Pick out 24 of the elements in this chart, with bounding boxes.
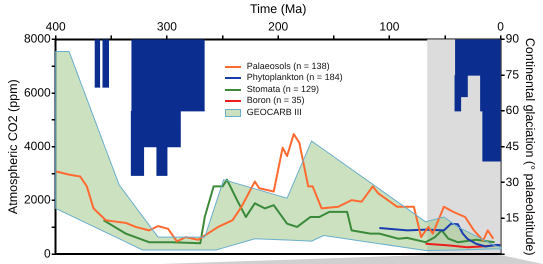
y2-tick-label: 90 bbox=[506, 32, 520, 46]
x-tick-label: 300 bbox=[156, 20, 178, 34]
y2-tick-label: 60 bbox=[506, 103, 520, 118]
y2-tick-label: 15 bbox=[506, 210, 520, 225]
y-tick-label: 2000 bbox=[24, 192, 52, 207]
legend-label: Palaeosols (n = 138) bbox=[246, 60, 330, 72]
x-axis-title: Time (Ma) bbox=[250, 2, 306, 16]
y2-tick-label: 45 bbox=[506, 139, 520, 154]
legend-label: GEOCARB III bbox=[246, 106, 302, 118]
x-tick-label: 400 bbox=[46, 20, 66, 34]
legend-label: Stomata (n = 129) bbox=[246, 84, 320, 96]
y-tick-label: 0 bbox=[44, 246, 52, 260]
y2-tick-label: 75 bbox=[506, 67, 520, 82]
legend-label: Boron (n = 35) bbox=[246, 95, 305, 107]
legend-label: Phytoplankton (n = 184) bbox=[246, 72, 343, 84]
y-tick-label: 8000 bbox=[24, 32, 52, 46]
x-tick-label: 200 bbox=[268, 20, 289, 34]
y2-tick-label: 30 bbox=[506, 174, 520, 189]
x-tick-label: 100 bbox=[379, 20, 400, 34]
x-tick-label: 0 bbox=[497, 20, 504, 34]
y2-axis-title: Continental glaciation (° palaeolatitude) bbox=[523, 38, 538, 256]
y-tick-label: 6000 bbox=[24, 85, 52, 100]
y-axis-title: Atmospheric CO2 (ppm) bbox=[6, 79, 20, 214]
y-tick-label: 4000 bbox=[24, 139, 52, 154]
